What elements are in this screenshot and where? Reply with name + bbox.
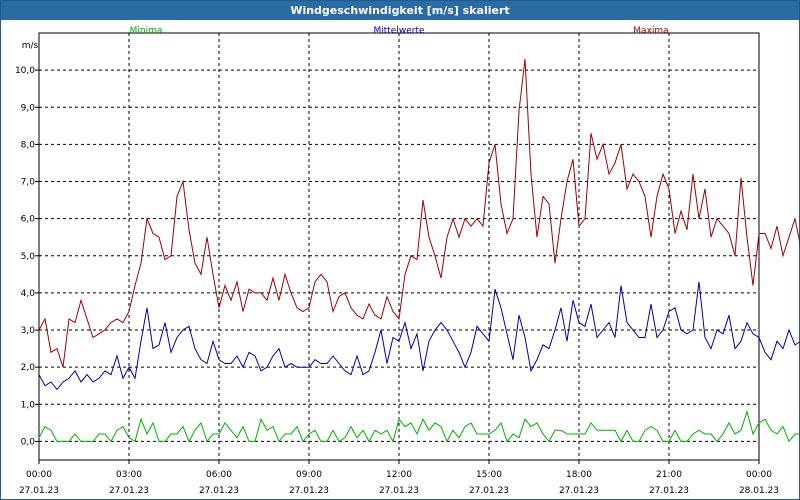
y-axis-label: m/s xyxy=(22,41,39,51)
x-tick-date-label: 27.01.23 xyxy=(199,486,239,496)
legend-entry-maxima: Maxima xyxy=(633,26,668,36)
y-tick-label: 5,0 xyxy=(21,252,36,262)
y-tick-label: 7,0 xyxy=(21,178,36,188)
x-tick-date-label: 27.01.23 xyxy=(19,486,59,496)
window-title: Windgeschwindigkeit [m/s] skaliert xyxy=(1,1,799,20)
y-tick-label: 1,0 xyxy=(21,400,36,410)
series-line-maxima xyxy=(38,58,800,368)
y-tick-label: 2,0 xyxy=(21,363,36,373)
y-tick-label: 8,0 xyxy=(21,140,36,150)
y-tick-label: 3,0 xyxy=(21,326,36,336)
legend-entry-minima: Minima xyxy=(130,26,163,36)
x-tick-time-label: 00:00 xyxy=(746,470,772,480)
x-tick-date-label: 27.01.23 xyxy=(469,486,509,496)
x-tick-time-label: 00:00 xyxy=(26,470,52,480)
y-tick-label: 9,0 xyxy=(21,103,36,113)
legend-entry-mittelwerte: Mittelwerte xyxy=(373,26,424,36)
x-tick-time-label: 18:00 xyxy=(566,470,592,480)
x-tick-time-label: 09:00 xyxy=(296,470,322,480)
x-tick-date-label: 27.01.23 xyxy=(109,486,149,496)
x-tick-time-label: 06:00 xyxy=(206,470,232,480)
y-tick-label: 6,0 xyxy=(21,215,36,225)
y-tick-label: 4,0 xyxy=(21,289,36,299)
x-tick-time-label: 12:00 xyxy=(386,470,412,480)
x-tick-date-label: 27.01.23 xyxy=(559,486,599,496)
series-line-minima xyxy=(38,409,800,443)
x-tick-time-label: 03:00 xyxy=(116,470,142,480)
y-tick-label: 10,0 xyxy=(15,66,35,76)
y-tick-label: 0,0 xyxy=(21,437,36,447)
series-line-mittelwerte xyxy=(38,281,800,391)
x-tick-date-label: 27.01.23 xyxy=(379,486,419,496)
x-tick-date-label: 27.01.23 xyxy=(649,486,689,496)
x-tick-time-label: 21:00 xyxy=(656,470,682,480)
x-tick-date-label: 27.01.23 xyxy=(289,486,329,496)
x-tick-time-label: 15:00 xyxy=(476,470,502,480)
x-tick-date-label: 28.01.23 xyxy=(739,486,779,496)
